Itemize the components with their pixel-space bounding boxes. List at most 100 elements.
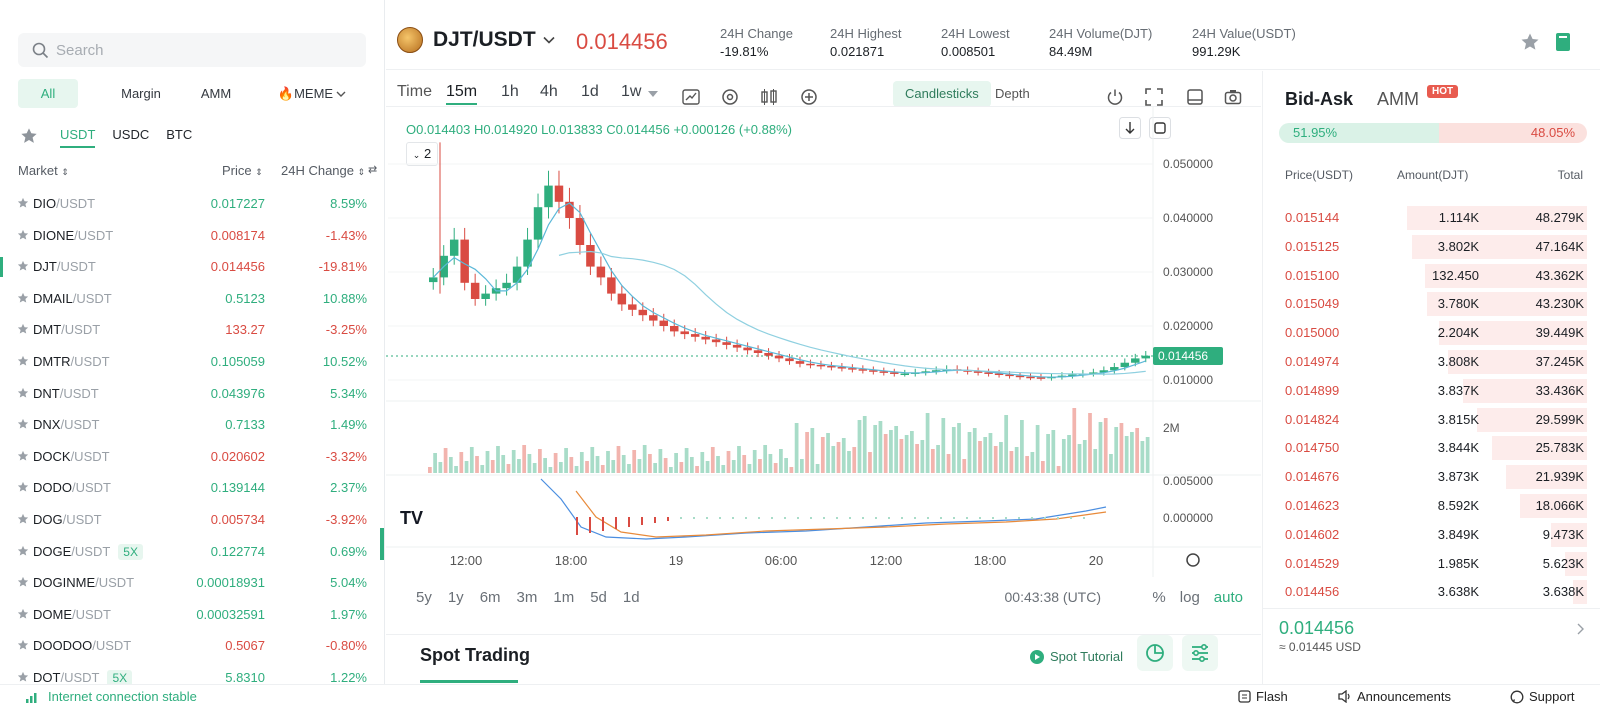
ask-row[interactable]: 0.015100 132.450 43.362K bbox=[1263, 262, 1600, 291]
ask-row[interactable]: 0.014750 3.844K 25.783K bbox=[1263, 434, 1600, 463]
star-icon[interactable] bbox=[17, 513, 29, 525]
indicator-toggle[interactable]: ⌄ 2 bbox=[406, 142, 438, 166]
settings-sliders-button[interactable] bbox=[1182, 635, 1218, 671]
scale-log[interactable]: log bbox=[1179, 589, 1200, 606]
time-label[interactable]: Time bbox=[397, 83, 432, 100]
range-6m[interactable]: 6m bbox=[479, 589, 501, 606]
star-icon[interactable] bbox=[17, 387, 29, 399]
star-icon[interactable] bbox=[17, 608, 29, 620]
market-row[interactable]: DIO/USDT 0.017227 8.59% bbox=[0, 188, 384, 220]
market-row[interactable]: DMT/USDT 133.27 -3.25% bbox=[0, 314, 384, 346]
col-change[interactable]: 24H Change ⇕ bbox=[281, 163, 365, 178]
quote-tab-btc[interactable]: BTC bbox=[166, 127, 193, 142]
utc-clock[interactable]: 00:43:38 (UTC) bbox=[1004, 589, 1101, 605]
search-input[interactable] bbox=[56, 39, 346, 61]
star-icon[interactable] bbox=[17, 418, 29, 430]
depth-button[interactable]: Depth bbox=[995, 86, 1030, 101]
range-1d[interactable]: 1d bbox=[622, 589, 640, 606]
market-row[interactable]: DNT/USDT 0.043976 5.34% bbox=[0, 378, 384, 410]
market-row[interactable]: DMTR/USDT 0.105059 10.52% bbox=[0, 346, 384, 378]
tab-amm[interactable]: AMM bbox=[200, 86, 232, 101]
ask-row[interactable]: 0.015049 3.780K 43.230K bbox=[1263, 290, 1600, 319]
range-3m[interactable]: 3m bbox=[516, 589, 538, 606]
chevron-down-icon[interactable] bbox=[648, 91, 658, 98]
chevron-down-icon[interactable] bbox=[543, 36, 555, 44]
indicators-icon[interactable] bbox=[760, 88, 778, 106]
add-indicator-icon[interactable] bbox=[800, 88, 818, 106]
quote-tab-usdc[interactable]: USDC bbox=[112, 127, 150, 142]
market-row[interactable]: DOCK/USDT 0.020602 -3.32% bbox=[0, 441, 384, 473]
layout-icon[interactable] bbox=[1186, 88, 1204, 106]
star-icon[interactable] bbox=[17, 671, 29, 683]
scale-auto[interactable]: auto bbox=[1213, 589, 1243, 606]
market-row[interactable]: DOODOO/USDT 0.5067 -0.80% bbox=[0, 630, 384, 662]
star-icon[interactable] bbox=[17, 229, 29, 241]
star-icon[interactable] bbox=[17, 260, 29, 272]
market-row[interactable]: DNX/USDT 0.7133 1.49% bbox=[0, 409, 384, 441]
fullscreen-icon[interactable] bbox=[1145, 88, 1163, 106]
search-box[interactable] bbox=[18, 33, 366, 67]
chart-toggle-button[interactable] bbox=[1137, 635, 1173, 671]
range-5d[interactable]: 5d bbox=[590, 589, 607, 606]
star-icon[interactable] bbox=[17, 576, 29, 588]
price-chart[interactable]: 0.050000 0.040000 0.030000 0.020000 0.010000… bbox=[386, 107, 1261, 577]
market-row[interactable]: DIONE/USDT 0.008174 -1.43% bbox=[0, 220, 384, 252]
support-link[interactable]: Support bbox=[1510, 689, 1575, 704]
ask-row[interactable]: 0.014899 3.837K 33.436K bbox=[1263, 377, 1600, 406]
favorite-star-icon[interactable] bbox=[1520, 32, 1540, 52]
spot-trading-tab[interactable]: Spot Trading bbox=[420, 645, 530, 665]
star-icon[interactable] bbox=[17, 545, 29, 557]
tab-bid-ask[interactable]: Bid-Ask bbox=[1285, 89, 1354, 109]
star-icon[interactable] bbox=[17, 323, 29, 335]
ask-row[interactable]: 0.014676 3.873K 21.939K bbox=[1263, 463, 1600, 492]
flash-link[interactable]: Flash bbox=[1238, 689, 1288, 704]
pair-selector[interactable]: DJT/USDT bbox=[433, 28, 536, 51]
range-1y[interactable]: 1y bbox=[447, 589, 464, 606]
quote-tab-usdt[interactable]: USDT bbox=[60, 124, 96, 148]
tab-meme[interactable]: 🔥MEME bbox=[274, 79, 350, 108]
market-row[interactable]: DOGE/USDT 5X 0.122774 0.69% bbox=[0, 536, 384, 568]
col-price[interactable]: Price ⇕ bbox=[222, 163, 263, 178]
ask-row[interactable]: 0.014824 3.815K 29.599K bbox=[1263, 406, 1600, 435]
market-row[interactable]: DJT/USDT 0.014456 -19.81% bbox=[0, 251, 384, 283]
ask-row[interactable]: 0.015144 1.114K 48.279K bbox=[1263, 204, 1600, 233]
tab-all[interactable]: All bbox=[18, 79, 78, 108]
range-1m[interactable]: 1m bbox=[553, 589, 575, 606]
star-icon[interactable] bbox=[17, 481, 29, 493]
announcements-link[interactable]: Announcements bbox=[1338, 689, 1451, 704]
tab-margin[interactable]: Margin bbox=[121, 86, 161, 101]
star-icon[interactable] bbox=[17, 450, 29, 462]
market-row[interactable]: DODO/USDT 0.139144 2.37% bbox=[0, 472, 384, 504]
ask-row[interactable]: 0.014974 3.808K 37.245K bbox=[1263, 348, 1600, 377]
settings-icon[interactable] bbox=[721, 88, 739, 106]
market-row[interactable]: DOME/USDT 0.00032591 1.97% bbox=[0, 599, 384, 631]
chevron-right-icon[interactable] bbox=[1577, 623, 1585, 635]
market-row[interactable]: DOG/USDT 0.005734 -3.92% bbox=[0, 504, 384, 536]
star-icon[interactable] bbox=[17, 292, 29, 304]
ask-row[interactable]: 0.014602 3.849K 9.473K bbox=[1263, 521, 1600, 550]
camera-icon[interactable] bbox=[1224, 88, 1242, 106]
interval-15m[interactable]: 15m bbox=[446, 83, 478, 105]
scale-percent[interactable]: % bbox=[1152, 589, 1166, 606]
tab-amm-book[interactable]: AMM bbox=[1377, 89, 1419, 109]
scroll-down-icon[interactable] bbox=[1119, 117, 1141, 139]
info-book-icon[interactable] bbox=[1554, 32, 1572, 52]
star-icon[interactable] bbox=[17, 639, 29, 651]
candlesticks-button[interactable]: Candlesticks bbox=[893, 81, 991, 107]
reset-icon[interactable] bbox=[1149, 117, 1171, 139]
col-market[interactable]: Market ⇕ bbox=[18, 163, 69, 178]
ask-row[interactable]: 0.015125 3.802K 47.164K bbox=[1263, 233, 1600, 262]
favorites-star-icon[interactable] bbox=[20, 127, 38, 145]
range-5y[interactable]: 5y bbox=[416, 589, 432, 606]
star-icon[interactable] bbox=[17, 197, 29, 209]
market-row[interactable]: DOT/USDT 5X 5.8310 1.22% bbox=[0, 662, 384, 684]
star-icon[interactable] bbox=[17, 355, 29, 367]
power-icon[interactable] bbox=[1106, 88, 1124, 106]
ask-row[interactable]: 0.014623 8.592K 18.066K bbox=[1263, 492, 1600, 521]
spot-tutorial-link[interactable]: Spot Tutorial bbox=[1030, 649, 1123, 664]
market-row[interactable]: DMAIL/USDT 0.5123 10.88% bbox=[0, 283, 384, 315]
ask-row[interactable]: 0.014529 1.985K 5.623K bbox=[1263, 550, 1600, 579]
collapse-handle[interactable] bbox=[380, 528, 384, 560]
ask-row[interactable]: 0.014456 3.638K 3.638K bbox=[1263, 578, 1600, 607]
draw-line-icon[interactable] bbox=[682, 89, 700, 105]
